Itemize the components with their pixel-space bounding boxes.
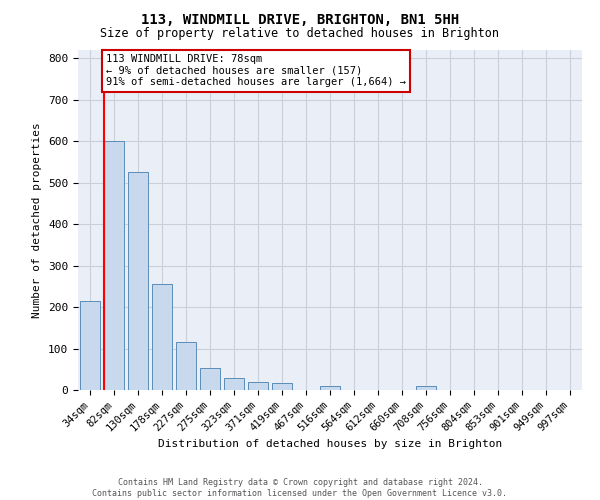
Bar	[80, 301, 100, 390]
Text: Contains HM Land Registry data © Crown copyright and database right 2024.
Contai: Contains HM Land Registry data © Crown c…	[92, 478, 508, 498]
Text: 113, WINDMILL DRIVE, BRIGHTON, BN1 5HH: 113, WINDMILL DRIVE, BRIGHTON, BN1 5HH	[141, 12, 459, 26]
Bar	[416, 386, 436, 390]
Bar	[224, 378, 244, 390]
Bar	[152, 284, 172, 390]
Text: Size of property relative to detached houses in Brighton: Size of property relative to detached ho…	[101, 28, 499, 40]
Bar	[200, 368, 220, 390]
Bar	[104, 141, 124, 390]
X-axis label: Distribution of detached houses by size in Brighton: Distribution of detached houses by size …	[158, 439, 502, 449]
Text: 113 WINDMILL DRIVE: 78sqm
← 9% of detached houses are smaller (157)
91% of semi-: 113 WINDMILL DRIVE: 78sqm ← 9% of detach…	[106, 54, 406, 88]
Bar	[176, 342, 196, 390]
Bar	[128, 172, 148, 390]
Bar	[320, 386, 340, 390]
Bar	[272, 384, 292, 390]
Y-axis label: Number of detached properties: Number of detached properties	[32, 122, 43, 318]
Bar	[248, 382, 268, 390]
